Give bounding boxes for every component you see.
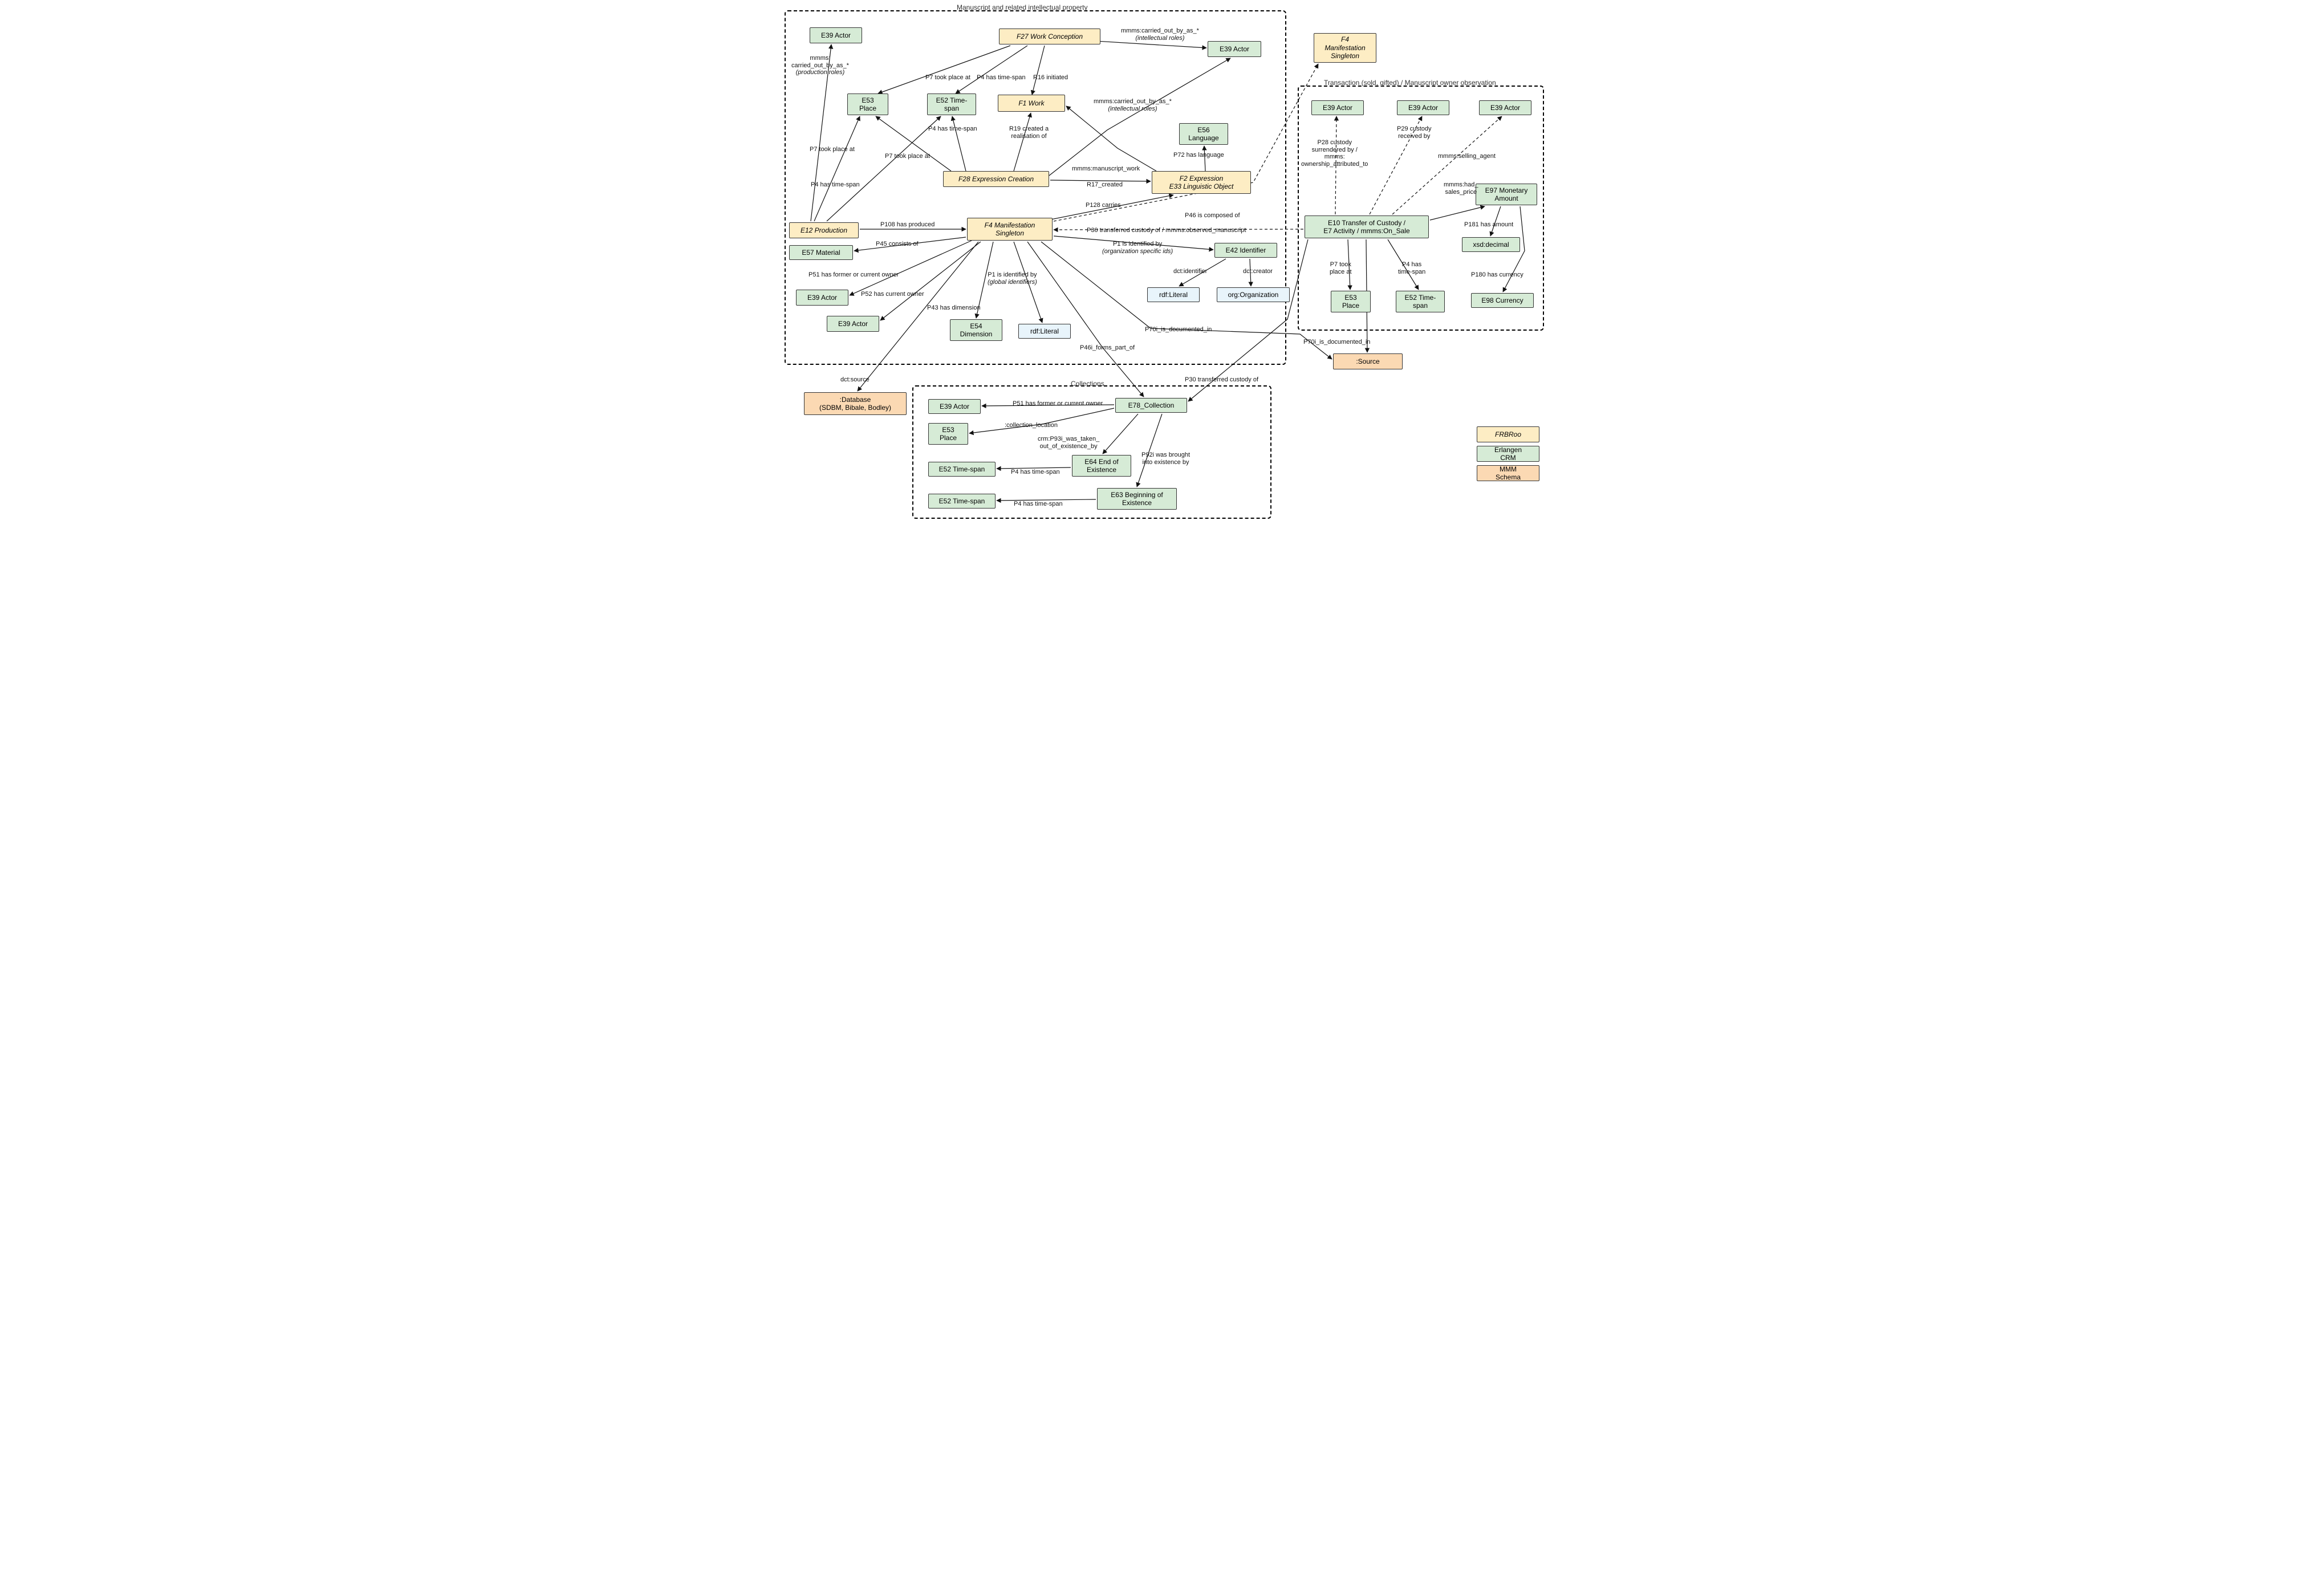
edge-label-l23: P1 is identified by(global identifiers): [988, 271, 1037, 286]
edge-label-l8: P7 took place at: [885, 153, 930, 160]
node-lit1: rdf:Literal: [1018, 324, 1071, 339]
node-f4: F4 ManifestationSingleton: [967, 218, 1053, 241]
edge-label-l11: P72 has language: [1173, 152, 1224, 159]
edge-label-l9: P4 has time-span: [928, 125, 977, 133]
node-lit2: rdf:Literal: [1147, 287, 1200, 302]
edge-label-l15: P108 has produced: [880, 221, 935, 229]
node-e97: E97 MonetaryAmount: [1476, 184, 1537, 205]
edge-label-l38: P29 custodyreceived by: [1397, 125, 1432, 140]
node-database: :Database(SDBM, Bibale, Bodley): [804, 392, 907, 415]
edge-label-l36: P70i_is_documented_in: [1303, 339, 1370, 346]
node-c_e52a: E52 Time-span: [928, 462, 996, 477]
node-actor_top: E39 Actor: [810, 27, 862, 43]
node-e12: E12 Production: [789, 222, 859, 238]
edge-label-l6: P7 took place at: [810, 146, 855, 153]
edge-label-l28: P46i_forms_part_of: [1080, 344, 1135, 352]
edge-label-l26: dct:source: [840, 376, 870, 384]
node-actor_right: E39 Actor: [1208, 41, 1261, 57]
edge-label-l3: P4 has time-span: [977, 74, 1026, 82]
node-t_actor2: E39 Actor: [1397, 100, 1449, 115]
edge-label-l34: P4 has time-span: [1014, 501, 1063, 508]
group-collections-title: Collections: [1071, 380, 1104, 388]
edge-label-l42: P180 has currency: [1471, 271, 1523, 279]
node-f2: F2 ExpressionE33 Linguistic Object: [1152, 171, 1251, 194]
edge-label-l18: P45 consists of: [876, 241, 919, 248]
edge-label-l32: crm:P93i_was_taken_out_of_existence_by: [1038, 436, 1099, 450]
node-e63: E63 Beginning ofExistence: [1097, 488, 1177, 510]
node-f28: F28 Expression Creation: [943, 171, 1049, 187]
group-manuscript-title: Manuscript and related intellectual prop…: [957, 3, 1087, 11]
edge-label-l17: P30 transferred custody of / mmms:observ…: [1087, 227, 1246, 234]
edge-label-l13: R17_created: [1087, 181, 1123, 189]
edge-label-l39: mmms:selling_agent: [1438, 153, 1496, 160]
edge-label-l14: P128 carries: [1086, 202, 1121, 209]
node-actor_owner2: E39 Actor: [827, 316, 879, 332]
node-c_actor: E39 Actor: [928, 399, 981, 414]
node-t_actor1: E39 Actor: [1311, 100, 1364, 115]
node-e64: E64 End ofExistence: [1072, 455, 1131, 477]
edge-label-l24: dct:identifier: [1173, 268, 1207, 275]
edge-label-l30: P51 has former or current owner: [1013, 400, 1103, 408]
edge-label-l20: P51 has former or current owner: [808, 271, 899, 279]
group-transaction-title: Transaction (sold, gifted) / Manuscript …: [1324, 79, 1496, 87]
node-e52_1: E52 Time-span: [927, 93, 976, 115]
edge-label-l5: mmms:carried_out_by_as_*(intellectual ro…: [1121, 27, 1199, 42]
node-f4_2: F4ManifestationSingleton: [1314, 33, 1376, 63]
edge-label-l44: P4 hastime-span: [1398, 261, 1425, 275]
node-t_e53: E53Place: [1331, 291, 1371, 312]
edge-label-l5b: mmms:carried_out_by_as_*(intellectual ro…: [1094, 98, 1172, 112]
edge-label-l35: P92i was broughtinto existence by: [1141, 452, 1190, 466]
node-e78: E78_Collection: [1115, 398, 1187, 413]
node-source: :Source: [1333, 353, 1403, 369]
node-e54: E54Dimension: [950, 319, 1002, 341]
node-c_e52b: E52 Time-span: [928, 494, 996, 509]
edge-label-l33: P4 has time-span: [1011, 469, 1060, 476]
node-e42: E42 Identifier: [1214, 243, 1277, 258]
node-actor_owner1: E39 Actor: [796, 290, 848, 306]
edge-label-l27: P70i_is_documented_in: [1145, 326, 1212, 334]
edge-label-l2: P7 took place at: [925, 74, 970, 82]
edge-label-l19: P1 is identified by(organization specifi…: [1102, 241, 1173, 255]
edge-label-l40: mmms:had_sales_price: [1444, 181, 1478, 196]
node-t_e52: E52 Time-span: [1396, 291, 1445, 312]
edge-label-l31: :collection_location: [1005, 422, 1058, 429]
node-e53_1: E53Place: [847, 93, 888, 115]
edge-label-l10: R19 created arealisation of: [1009, 125, 1049, 140]
node-xsd: xsd:decimal: [1462, 237, 1520, 252]
node-org: org:Organization: [1217, 287, 1290, 302]
legend-crm: ErlangenCRM: [1477, 446, 1539, 462]
legend: FRBRoo ErlangenCRM MMMSchema: [1477, 423, 1539, 485]
edge-label-l16: P46 is composed of: [1185, 212, 1240, 219]
node-t_actor3: E39 Actor: [1479, 100, 1531, 115]
node-e98: E98 Currency: [1471, 293, 1534, 308]
edge-label-l22: P43 has dimension: [927, 304, 981, 312]
edge-label-l25: dct:creator: [1243, 268, 1273, 275]
node-f1: F1 Work: [998, 95, 1065, 112]
edge-label-l12: mmms:manuscript_work: [1072, 165, 1140, 173]
node-f27: F27 Work Conception: [999, 29, 1100, 44]
edge-label-l29: P30 transferred custody of: [1185, 376, 1258, 384]
edge-label-l1: mmms:carried_out_by_as_*(production role…: [791, 55, 849, 76]
node-e56: E56Language: [1179, 123, 1228, 145]
node-e10: E10 Transfer of Custody /E7 Activity / m…: [1305, 215, 1429, 238]
node-c_e53: E53Place: [928, 423, 968, 445]
legend-mmm: MMMSchema: [1477, 465, 1539, 481]
edge-label-l41: P181 has amount: [1464, 221, 1513, 229]
edge-label-l4: R16 initiated: [1033, 74, 1068, 82]
edge-label-l21: P52 has current owner: [861, 291, 924, 298]
edge-label-l7: P4 has time-span: [811, 181, 860, 189]
node-e57: E57 Material: [789, 245, 853, 260]
edge-label-l37: P28 custodysurrendered by /mmms:ownershi…: [1301, 139, 1368, 168]
legend-frbr: FRBRoo: [1477, 426, 1539, 442]
edge-label-l43: P7 tookplace at: [1330, 261, 1352, 275]
